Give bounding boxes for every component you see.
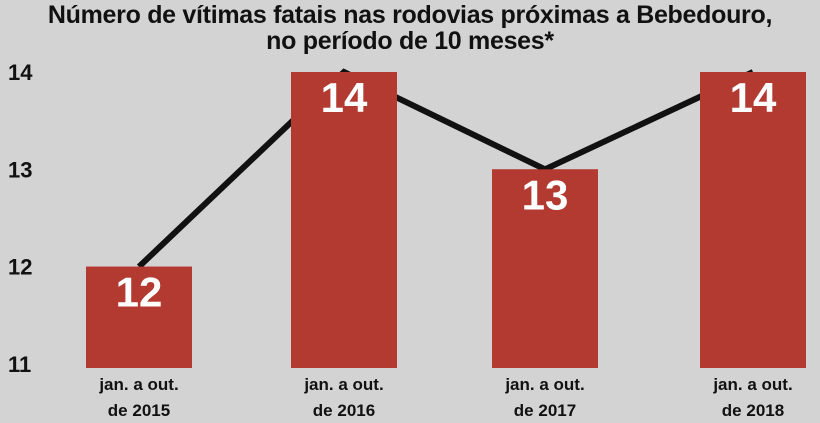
x-tick-label: de 2016: [313, 401, 375, 420]
y-tick-label: 11: [8, 352, 31, 377]
y-tick-label: 13: [8, 157, 32, 182]
y-tick-label: 14: [8, 60, 33, 85]
chart-subtitle: no período de 10 meses*: [266, 27, 554, 55]
bar-data-label: 14: [730, 74, 777, 121]
bar-data-label: 14: [321, 74, 368, 121]
x-tick-label: jan. a out.: [504, 375, 584, 394]
y-tick-label: 12: [8, 255, 32, 280]
bar-data-label: 13: [522, 171, 569, 218]
bar-top: [492, 169, 598, 230]
chart-title: Número de vítimas fatais nas rodovias pr…: [0, 2, 820, 54]
x-tick-label: de 2015: [108, 401, 170, 420]
x-tick-label: de 2018: [722, 401, 784, 420]
x-tick-label: de 2017: [514, 401, 576, 420]
chart-title-line-1: Número de vítimas fatais nas rodovias pr…: [47, 1, 773, 29]
x-tick-label: jan. a out.: [303, 375, 383, 394]
x-tick-label: jan. a out.: [712, 375, 792, 394]
x-tick-label: jan. a out.: [98, 375, 178, 394]
series-line: [136, 68, 755, 269]
bar-top: [700, 72, 806, 132]
bar-top: [86, 266, 192, 327]
bar-data-label: 12: [116, 269, 163, 316]
bar-top: [291, 72, 397, 132]
